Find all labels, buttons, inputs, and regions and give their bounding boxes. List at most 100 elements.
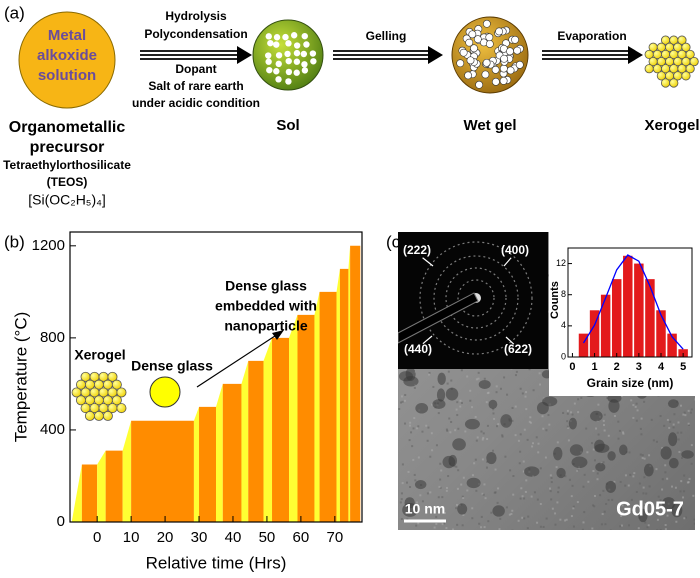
- tem-noise: [632, 506, 635, 509]
- tem-noise: [401, 482, 404, 485]
- ball: [685, 64, 695, 74]
- tem-noise: [530, 495, 533, 498]
- x-tick-label: 50: [259, 529, 276, 546]
- tem-noise: [404, 393, 407, 396]
- tem-noise: [640, 417, 643, 420]
- step-label: Gelling: [366, 29, 407, 43]
- ramp-segment: [336, 268, 340, 522]
- tem-noise: [655, 440, 658, 443]
- nanoparticle: [488, 399, 498, 410]
- sol-particle: [273, 68, 280, 75]
- tem-noise: [688, 477, 691, 480]
- tem-noise: [689, 411, 692, 414]
- tem-noise: [536, 521, 539, 524]
- tem-noise: [447, 370, 450, 373]
- y-axis-label: Counts: [549, 281, 561, 319]
- nanoparticle: [643, 463, 654, 477]
- tem-noise: [477, 377, 480, 380]
- tem-noise: [603, 413, 606, 416]
- nanoparticle: [414, 480, 427, 490]
- nanoparticle: [437, 372, 446, 385]
- tem-noise: [666, 418, 669, 421]
- tem-noise: [596, 472, 599, 475]
- tem-noise: [499, 517, 502, 520]
- tem-noise: [609, 529, 612, 530]
- tem-noise: [657, 495, 660, 498]
- sol-particle: [284, 50, 291, 58]
- tem-noise: [682, 413, 685, 416]
- beam-stop: [398, 292, 479, 344]
- gel-particle: [513, 46, 522, 55]
- histogram-bar: [589, 310, 600, 357]
- tem-noise: [550, 498, 553, 501]
- panel-label: (b): [4, 232, 25, 251]
- tem-noise: [680, 431, 683, 434]
- tem-noise: [486, 460, 489, 463]
- tem-noise: [602, 489, 605, 492]
- dense-glass-illustration: [149, 376, 181, 408]
- x-axis-label: Grain size (nm): [587, 376, 674, 390]
- gel-particle: [500, 54, 508, 63]
- gel-particle: [482, 19, 491, 28]
- gel-particle: [465, 38, 474, 47]
- tem-noise: [683, 517, 686, 520]
- sol-particle: [282, 33, 289, 41]
- tem-noise: [643, 476, 646, 479]
- x-tick-label: 40: [225, 529, 242, 546]
- tem-noise: [576, 469, 579, 472]
- inset-frame: [567, 247, 693, 358]
- sol-particle: [265, 58, 272, 65]
- tem-noise: [668, 426, 671, 429]
- tem-noise: [404, 422, 407, 425]
- tem-noise: [421, 430, 424, 433]
- tem-noise: [517, 519, 520, 522]
- nanoparticle: [524, 466, 540, 477]
- tem-noise: [556, 501, 559, 504]
- gel-particle: [456, 59, 465, 68]
- x-tick-label: 2: [614, 361, 620, 373]
- ball: [93, 410, 104, 421]
- tem-noise: [680, 480, 683, 483]
- tem-noise: [587, 480, 590, 483]
- sol-particle: [285, 40, 292, 47]
- histogram-bar: [611, 279, 622, 357]
- sol-particle: [310, 58, 317, 65]
- nanoparticle: [464, 418, 480, 430]
- sol-particle: [267, 39, 274, 47]
- tem-noise: [567, 426, 570, 429]
- sol-particle: [301, 32, 308, 40]
- tem-noise: [493, 491, 496, 494]
- diffraction-ring: [419, 241, 533, 355]
- diffraction-ring: [445, 267, 507, 329]
- ramp-segment: [216, 383, 223, 522]
- tem-noise: [462, 513, 465, 516]
- tem-noise: [482, 493, 485, 496]
- tem-noise: [687, 409, 690, 412]
- ball: [681, 71, 691, 81]
- y-axis-label: Temperature (°C): [11, 312, 30, 443]
- tem-noise: [690, 462, 693, 465]
- tem-noise: [622, 432, 625, 435]
- spot-label: (622): [504, 342, 532, 356]
- tem-noise: [466, 489, 469, 492]
- tem-noise: [568, 478, 571, 481]
- tem-noise: [676, 431, 679, 434]
- tem-noise: [511, 406, 514, 409]
- gel-particle: [491, 65, 500, 74]
- tem-noise: [483, 483, 486, 486]
- tem-noise: [679, 490, 682, 493]
- tem-noise: [487, 391, 490, 394]
- panel-label: (a): [4, 3, 25, 22]
- tem-noise: [597, 433, 600, 436]
- tem-noise: [677, 421, 680, 424]
- scale-bar-label: 10 nm: [405, 501, 445, 517]
- plot-frame: [69, 231, 363, 523]
- tem-noise: [409, 485, 412, 488]
- ball: [669, 78, 679, 88]
- sol-particle: [293, 49, 301, 57]
- tem-noise: [671, 485, 674, 488]
- tem-noise: [441, 523, 444, 526]
- annotation: Dense glass: [131, 358, 213, 374]
- tem-noise: [407, 470, 410, 473]
- tem-noise: [480, 430, 483, 433]
